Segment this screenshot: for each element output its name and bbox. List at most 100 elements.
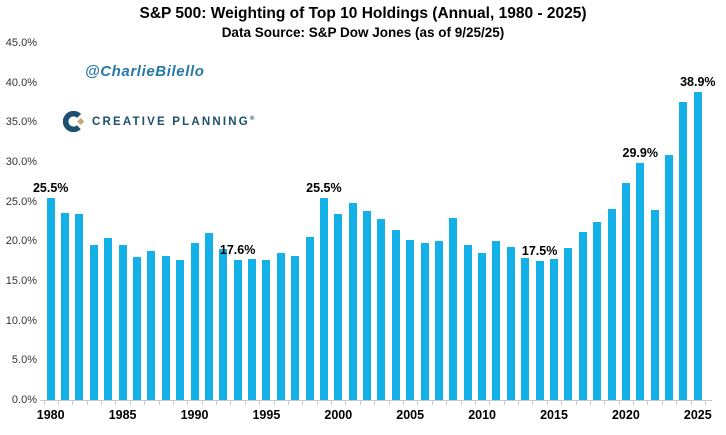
bar-1982 [75,213,84,400]
x-axis-tick [518,401,520,405]
y-axis-label: 10.0% [5,314,37,327]
bar-1995 [262,259,271,400]
x-axis-tick [489,401,491,405]
bar-2015 [550,258,558,400]
x-axis-tick [561,401,563,405]
x-axis-tick [259,401,261,405]
bar-2001 [348,202,357,400]
x-axis-line [40,400,712,401]
bar-2024 [679,101,688,400]
bar-2000 [334,213,343,400]
x-axis-tick [431,401,433,405]
x-axis-label: 2010 [468,408,496,422]
bar-1987 [147,250,156,400]
x-axis-tick [503,401,505,405]
bar-1985 [118,244,127,400]
x-axis-tick [43,401,45,405]
x-axis-tick [403,401,404,405]
x-axis-tick [575,401,577,405]
data-label-2021: 29.9% [622,145,658,160]
x-axis-tick [532,401,534,405]
bar-2004 [391,230,400,400]
x-axis-tick [704,401,706,405]
x-axis-tick [546,401,548,405]
x-axis-tick [287,401,289,405]
bar-1988 [161,255,170,400]
x-axis-tick [359,401,361,405]
x-axis-label: 2000 [324,408,353,422]
x-axis-tick [172,401,174,405]
registered-mark: ® [249,115,255,122]
data-label-1980: 25.5% [32,180,69,195]
data-label-1999: 25.5% [306,180,342,195]
x-axis-tick [388,401,390,405]
y-axis-label: 20.0% [5,235,37,248]
data-label-1993: 17.6% [219,243,256,258]
x-axis-label: 1995 [252,408,281,422]
y-axis-label: 35.0% [5,116,37,129]
chart-title: S&P 500: Weighting of Top 10 Holdings (A… [139,5,587,22]
bar-1991 [204,233,213,400]
x-axis-tick [144,401,146,405]
bar-1992 [219,249,228,400]
x-axis-tick [158,401,160,405]
y-axis-label: 40.0% [5,76,37,89]
creative-planning-logo: CREATIVE PLANNING® [62,110,254,133]
bar-2023 [665,154,674,400]
bar-2017 [578,231,587,400]
bar-2021 [636,162,645,400]
bar-1997 [291,255,300,400]
x-axis-tick [201,401,203,405]
x-axis-tick [57,401,59,405]
x-axis-tick [647,401,649,405]
x-axis-tick [331,401,333,405]
x-axis-tick [345,401,347,405]
data-label-2025: 38.9% [680,74,716,89]
chart-subtitle: Data Source: S&P Dow Jones (as of 9/25/2… [221,25,505,40]
x-axis-label: 1990 [180,408,209,422]
y-axis-label: 30.0% [5,156,37,169]
y-axis-label: 45.0% [5,37,37,50]
x-axis-tick [115,401,117,405]
x-axis-tick [589,401,591,405]
x-axis-tick [604,401,606,405]
x-axis-tick [676,401,678,405]
watermark-handle: @CharlieBilello [85,63,205,80]
x-axis-tick [187,401,189,405]
y-axis-label: 15.0% [5,275,37,288]
bar-2003 [377,219,386,400]
bar-2007 [434,240,443,400]
bar-2014 [535,261,544,400]
x-axis-tick [230,401,232,405]
bar-2016 [564,247,573,400]
bar-2008 [449,218,458,400]
x-axis-tick [474,401,476,405]
x-axis-label: 2015 [540,408,568,422]
bar-1999 [319,197,328,400]
bar-2005 [406,239,415,400]
bar-2020 [621,182,630,400]
bar-1996 [276,253,285,400]
x-axis-tick [244,401,246,405]
x-axis-tick [72,401,74,405]
bar-2018 [593,222,602,400]
x-axis-label: 1985 [108,408,137,422]
bar-2012 [506,246,515,400]
bar-2011 [492,241,501,400]
bar-2019 [607,208,616,400]
x-axis-tick [690,401,692,405]
x-axis-tick [460,401,462,405]
x-axis-tick [302,401,304,405]
x-axis-tick [446,401,448,405]
bar-1998 [305,237,314,400]
x-axis-tick [661,401,663,405]
bar-1990 [190,242,199,400]
y-axis-label: 0.0% [11,394,37,406]
x-axis-label: 1980 [36,408,65,422]
x-axis-tick [273,401,275,405]
y-axis-label: 25.0% [5,195,37,208]
x-axis-tick [374,401,376,405]
creative-planning-wordmark: CREATIVE PLANNING® [92,115,255,128]
bar-2009 [463,244,472,400]
